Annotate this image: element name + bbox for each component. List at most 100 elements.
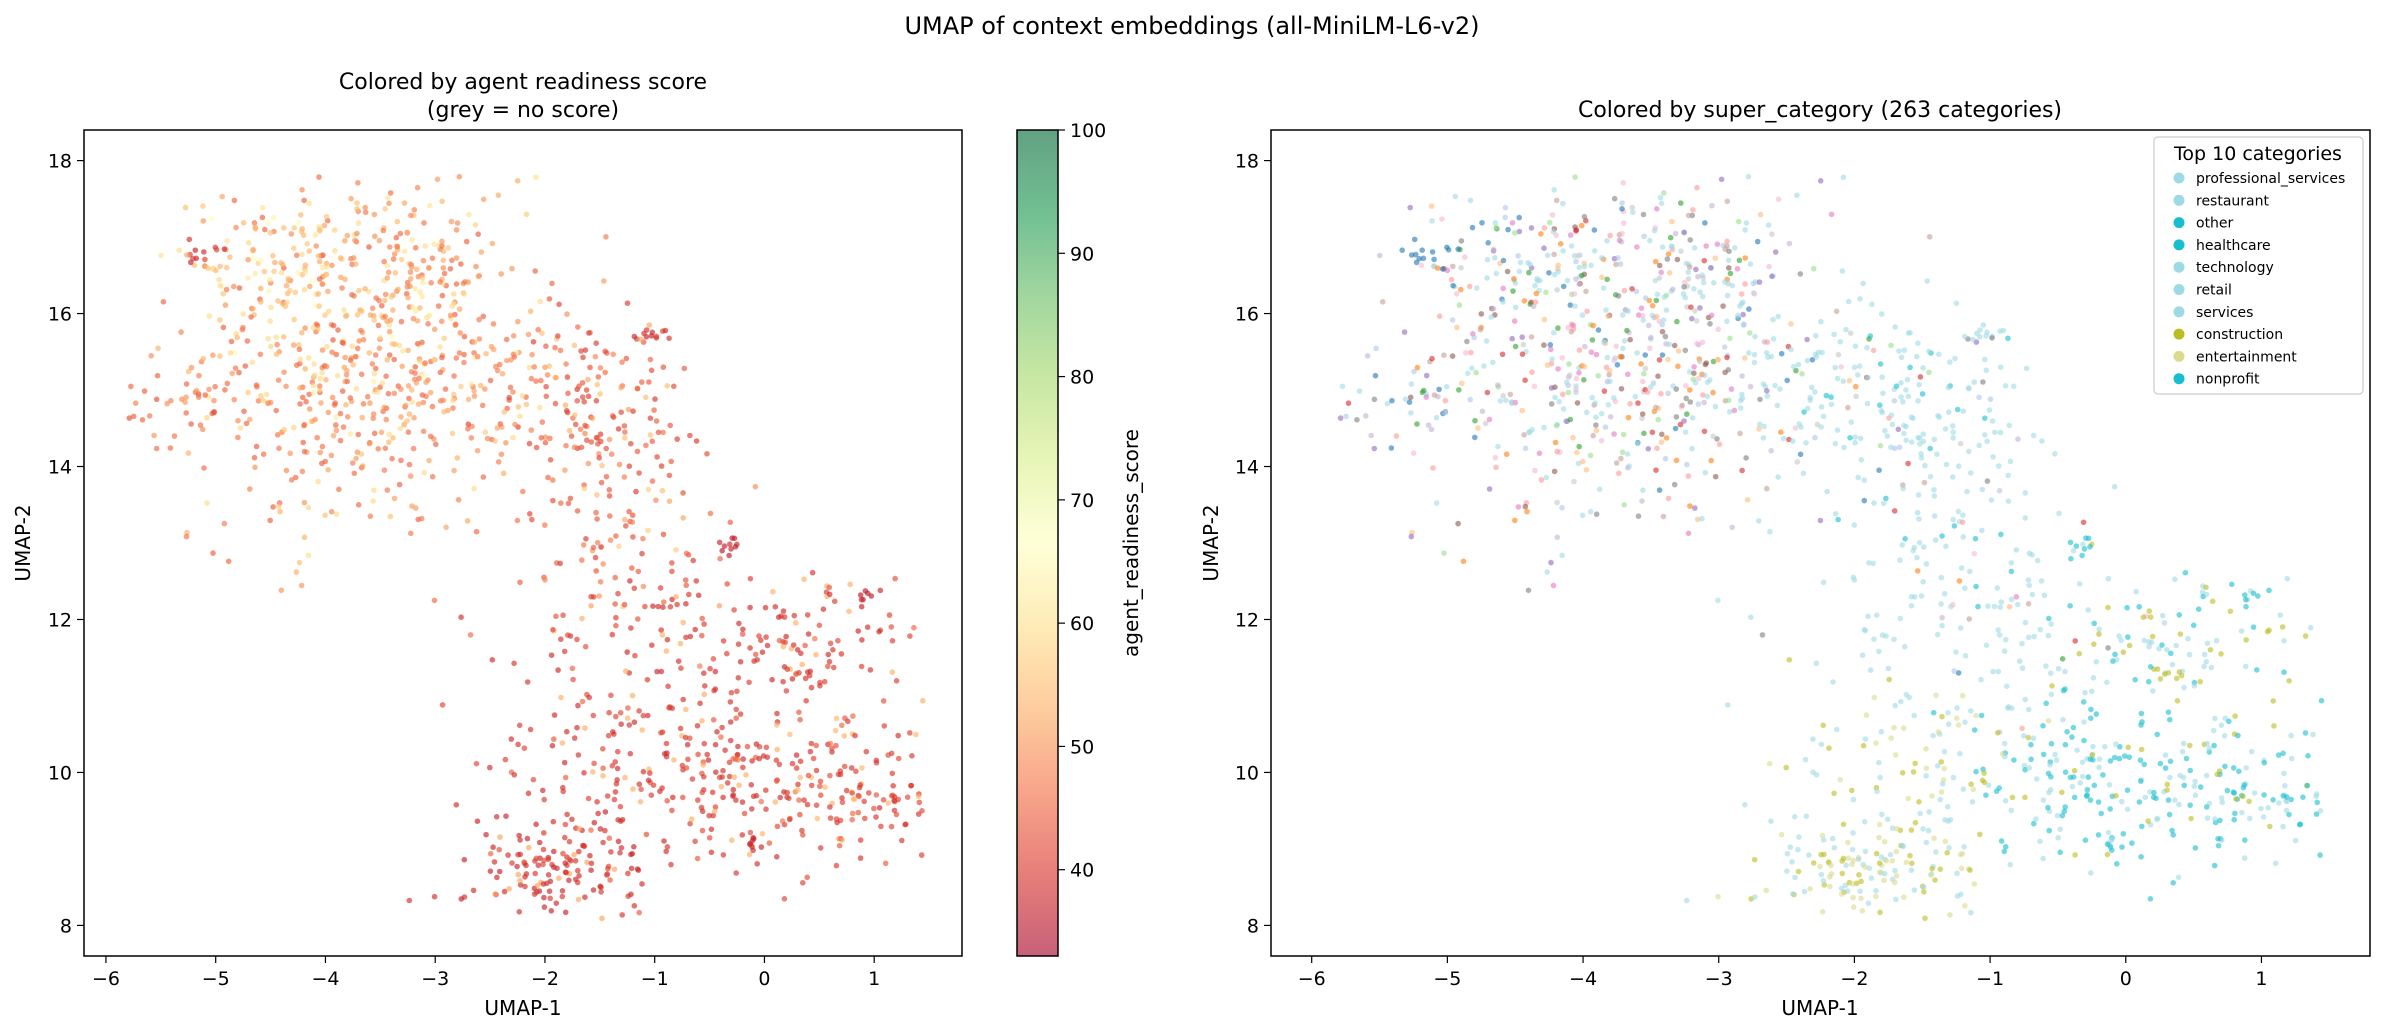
scatter-point xyxy=(747,604,753,611)
scatter-point xyxy=(1898,394,1904,400)
scatter-point xyxy=(366,244,372,250)
scatter-point xyxy=(196,372,202,379)
scatter-point xyxy=(1810,265,1817,272)
scatter-point xyxy=(450,397,456,404)
scatter-point xyxy=(2005,705,2011,711)
scatter-point xyxy=(461,894,468,900)
scatter-point xyxy=(1418,262,1425,269)
scatter-point xyxy=(1844,888,1851,894)
scatter-point xyxy=(323,213,330,220)
scatter-point xyxy=(381,258,388,265)
scatter-point xyxy=(791,612,798,619)
scatter-point xyxy=(404,229,411,236)
scatter-point xyxy=(529,351,535,358)
scatter-point xyxy=(1648,334,1654,341)
scatter-point xyxy=(857,855,864,861)
scatter-point xyxy=(1696,358,1703,365)
scatter-point xyxy=(1565,389,1572,396)
scatter-point xyxy=(638,786,644,793)
scatter-point xyxy=(727,519,734,526)
scatter-point xyxy=(735,675,742,681)
scatter-point xyxy=(1901,422,1907,429)
scatter-point xyxy=(1983,792,1989,798)
scatter-point xyxy=(1905,460,1911,467)
scatter-point xyxy=(680,794,686,801)
scatter-point xyxy=(648,792,655,798)
scatter-point xyxy=(1997,364,2004,371)
scatter-point xyxy=(344,232,351,239)
scatter-point xyxy=(1554,448,1560,455)
scatter-point xyxy=(353,455,359,462)
scatter-point xyxy=(702,683,708,689)
scatter-point xyxy=(1640,378,1646,385)
scatter-point xyxy=(458,383,464,390)
scatter-point xyxy=(841,763,848,770)
scatter-point xyxy=(1955,508,1962,515)
scatter-point xyxy=(386,439,392,445)
scatter-point xyxy=(451,467,457,474)
scatter-point xyxy=(855,628,861,634)
scatter-point xyxy=(650,782,657,788)
scatter-point xyxy=(776,637,783,644)
scatter-point xyxy=(1462,350,1469,356)
scatter-point xyxy=(2138,722,2144,728)
scatter-point xyxy=(1579,512,1586,519)
scatter-point xyxy=(1641,233,1647,240)
scatter-point xyxy=(1589,337,1596,343)
scatter-point xyxy=(1604,354,1611,361)
scatter-point xyxy=(1642,352,1648,358)
scatter-point xyxy=(1807,394,1813,401)
scatter-point xyxy=(406,395,412,402)
scatter-point xyxy=(565,632,571,638)
scatter-point xyxy=(582,430,588,437)
scatter-point xyxy=(419,293,426,300)
scatter-point xyxy=(276,445,282,452)
scatter-point xyxy=(132,400,139,407)
scatter-point xyxy=(261,268,268,275)
left-scatter-points xyxy=(126,173,926,922)
scatter-point xyxy=(1876,834,1882,841)
scatter-point xyxy=(392,341,399,348)
scatter-point xyxy=(160,299,167,305)
scatter-point xyxy=(2019,640,2025,647)
scatter-point xyxy=(344,378,351,385)
scatter-point xyxy=(677,725,684,732)
scatter-point xyxy=(231,396,237,403)
scatter-point xyxy=(1634,244,1640,250)
scatter-point xyxy=(1592,400,1598,406)
scatter-point xyxy=(366,440,373,447)
scatter-point xyxy=(2186,651,2193,658)
scatter-point xyxy=(1660,317,1667,323)
scatter-point xyxy=(687,432,693,439)
scatter-point xyxy=(349,343,356,350)
scatter-point xyxy=(411,207,418,213)
scatter-point xyxy=(355,220,362,226)
scatter-point xyxy=(2059,789,2065,796)
scatter-point xyxy=(606,835,613,841)
scatter-point xyxy=(660,364,667,371)
scatter-point xyxy=(305,552,312,559)
scatter-point xyxy=(584,437,590,444)
scatter-point xyxy=(783,688,790,694)
scatter-point xyxy=(1641,370,1647,377)
scatter-point xyxy=(666,705,672,711)
scatter-point xyxy=(888,823,895,830)
scatter-point xyxy=(1788,346,1794,353)
scatter-point xyxy=(1685,276,1692,282)
scatter-point xyxy=(544,372,551,378)
scatter-point xyxy=(461,351,467,358)
scatter-point xyxy=(1442,397,1449,404)
scatter-point xyxy=(1865,900,1872,906)
scatter-point xyxy=(1996,785,2002,791)
scatter-point xyxy=(319,264,326,271)
scatter-point xyxy=(1923,746,1929,752)
scatter-point xyxy=(740,756,746,762)
left-axes-frame xyxy=(83,129,963,957)
scatter-point xyxy=(331,227,338,233)
scatter-point xyxy=(873,760,880,766)
scatter-point xyxy=(420,428,427,435)
scatter-point xyxy=(561,648,568,655)
scatter-point xyxy=(699,718,705,724)
scatter-point xyxy=(1663,435,1670,441)
scatter-point xyxy=(636,470,642,476)
